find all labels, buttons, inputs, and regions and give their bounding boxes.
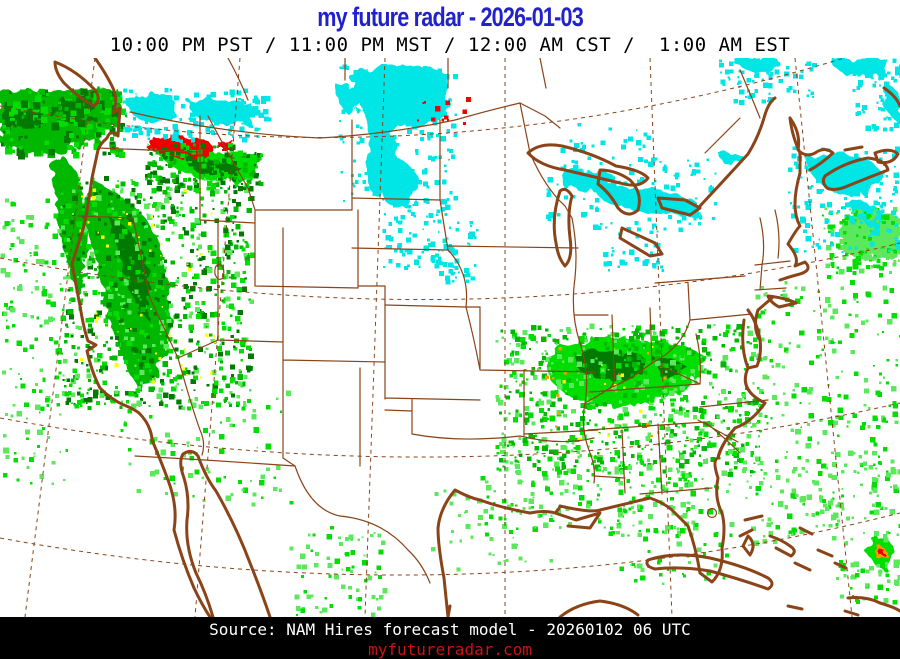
coast-maritimes [788, 86, 900, 191]
borders-east [651, 209, 791, 454]
borders-plains [351, 119, 599, 443]
footer-bar: Source: NAM Hires forecast model - 20260… [0, 617, 900, 659]
coast-stlawrence [698, 96, 777, 208]
coastlines [53, 58, 900, 617]
rain-strong-cells [875, 545, 887, 559]
lake-michigan [552, 187, 574, 268]
small-lakes [214, 263, 718, 519]
radar-map-svg [0, 58, 900, 617]
page-title: my future radar - 2026-01-03 [317, 2, 584, 32]
borders-midwest [447, 102, 713, 495]
lake-erie [618, 226, 664, 258]
rain-cell-hispaniola-red [879, 549, 884, 555]
borders-canada-mexico [129, 58, 761, 584]
lake-okeechobee [706, 507, 718, 519]
lake-huron [596, 168, 641, 216]
lake-ontario [656, 196, 702, 217]
coast-baja [150, 438, 272, 617]
rain-blob-norcal-coast [52, 153, 88, 298]
graticule-parallels [0, 58, 900, 576]
snow-blob-gulf-of-maine [805, 153, 888, 226]
coast-gulf-atlantic [436, 366, 767, 617]
snow-blob-dakotas-tail [338, 84, 417, 208]
coast-pacific [70, 58, 154, 442]
lake-superior [526, 143, 650, 187]
snow-layer [127, 58, 900, 226]
great-salt-lake [214, 263, 225, 280]
header: my future radar - 2026-01-03 10:00 PM PS… [0, 0, 900, 58]
radar-map [0, 58, 900, 617]
radar-speckles [0, 58, 900, 617]
website-link[interactable]: myfutureradar.com [368, 640, 532, 659]
coast-vancouver-island [53, 60, 100, 108]
timezone-line: 10:00 PM PST / 11:00 PM MST / 12:00 AM C… [109, 34, 791, 56]
source-line: Source: NAM Hires forecast model - 20260… [209, 620, 691, 639]
coast-cuba-islands [558, 514, 900, 617]
snow-blob-quebec [735, 58, 900, 124]
borders-west [77, 115, 386, 467]
snow-blob-ontario-band [560, 169, 701, 216]
coast-east [741, 151, 810, 370]
state-borders [77, 58, 791, 584]
